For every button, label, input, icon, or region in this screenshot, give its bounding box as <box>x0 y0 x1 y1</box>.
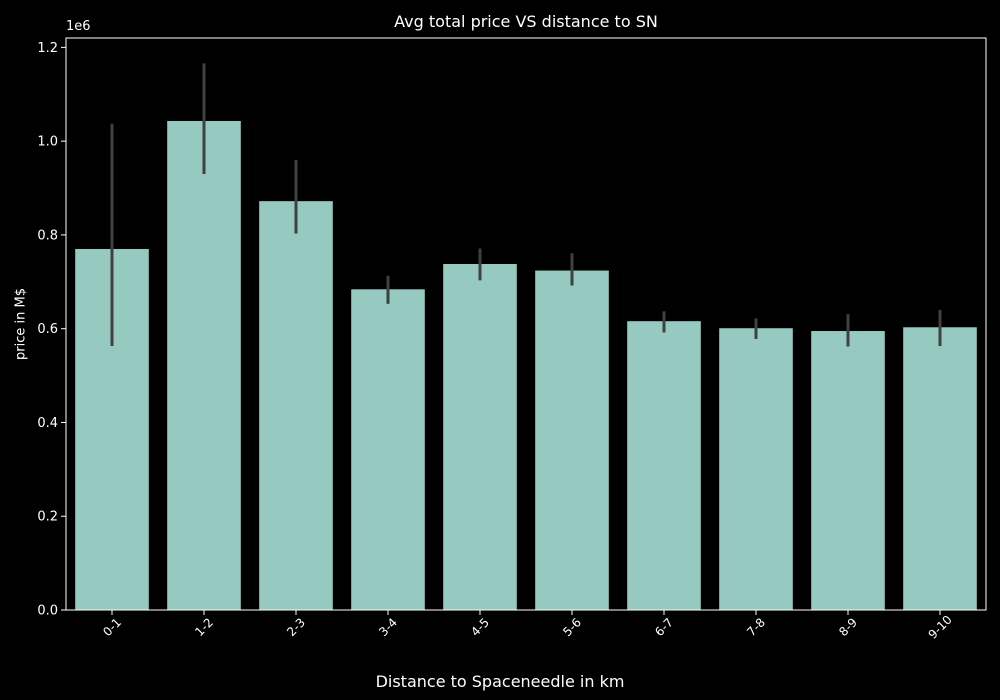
y-axis-label: price in M$ <box>13 288 29 360</box>
y-axis: 0.0 0.2 0.4 0.6 0.8 1.0 1.2 <box>37 41 66 619</box>
bar-3-4 <box>351 289 425 610</box>
y-tick-label: 0.2 <box>37 510 58 525</box>
plot-frame <box>65 37 987 611</box>
y-offset-label: 1e6 <box>66 19 91 34</box>
bar-4-5 <box>443 263 517 610</box>
y-tick-label: 1.2 <box>37 41 58 56</box>
y-tick-label: 0.8 <box>37 228 58 243</box>
chart-title: Avg total price VS distance to SN <box>394 12 658 31</box>
bar-2-3 <box>259 201 333 611</box>
bar-8-9 <box>811 331 885 610</box>
bar-9-10 <box>903 327 977 610</box>
y-tick-label: 0.6 <box>37 322 58 337</box>
bar-5-6 <box>535 270 609 610</box>
bars-group <box>75 120 977 611</box>
x-axis-label: Distance to Spaceneedle in km <box>375 672 625 691</box>
y-tick-label: 0.4 <box>37 416 58 431</box>
bar-1-2 <box>167 120 241 611</box>
error-bars-group <box>110 63 942 347</box>
y-tick-label: 1.0 <box>37 135 58 150</box>
y-tick-label: 0.0 <box>37 604 58 619</box>
bar-6-7 <box>627 321 701 610</box>
bar-7-8 <box>719 328 793 610</box>
